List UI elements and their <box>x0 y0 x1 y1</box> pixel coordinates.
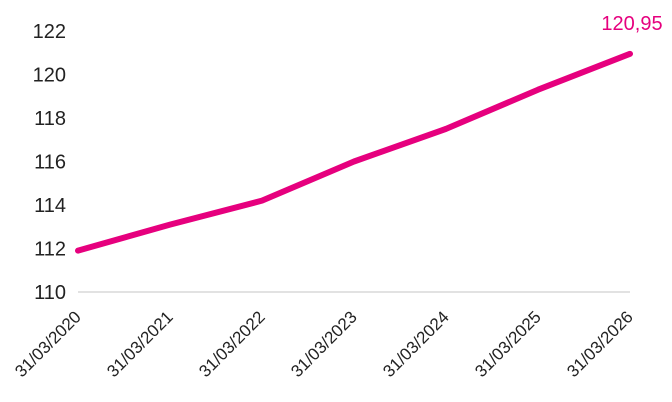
y-tick-label: 110 <box>34 282 66 304</box>
x-axis: 31/03/2020 31/03/2021 31/03/2022 31/03/2023… <box>11 291 637 381</box>
y-tick-label: 114 <box>34 195 66 217</box>
y-tick-label: 118 <box>34 108 66 130</box>
x-tick-label: 31/03/2021 <box>103 307 177 381</box>
series-line <box>75 50 633 254</box>
y-tick-label: 116 <box>34 152 66 174</box>
plot-area <box>75 50 633 254</box>
x-tick-label: 31/03/2025 <box>471 307 545 381</box>
y-tick-label: 122 <box>33 21 66 43</box>
end-value-label: 120,95 <box>601 13 662 35</box>
x-tick-label: 31/03/2023 <box>287 307 361 381</box>
y-tick-label: 120 <box>33 65 66 87</box>
y-axis: 110 112 114 116 118 120 122 <box>33 21 66 304</box>
x-tick-label: 31/03/2020 <box>11 307 85 381</box>
x-tick-label: 31/03/2022 <box>195 307 269 381</box>
data-labels: 120,95 <box>601 13 662 35</box>
x-tick-label: 31/03/2026 <box>563 307 637 381</box>
y-tick-label: 112 <box>34 239 66 261</box>
x-tick-label: 31/03/2024 <box>379 307 453 381</box>
